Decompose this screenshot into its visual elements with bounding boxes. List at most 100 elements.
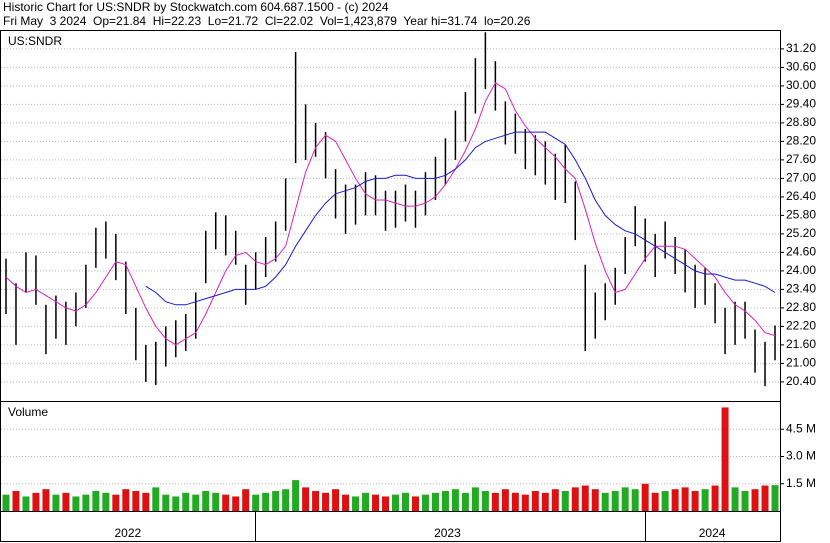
volume-bar xyxy=(451,489,459,511)
volume-bar xyxy=(92,491,100,511)
volume-bar xyxy=(611,491,619,511)
volume-bar xyxy=(661,491,669,511)
volume-bar xyxy=(142,492,150,511)
volume-bar xyxy=(192,494,200,511)
volume-bar xyxy=(262,492,270,511)
volume-bar xyxy=(601,492,609,511)
y-tick-label: 30.60 xyxy=(786,60,816,74)
y-tick-label: 28.20 xyxy=(786,134,816,148)
y-tick-label: 4.5 M xyxy=(786,421,816,435)
volume-bar xyxy=(471,487,479,511)
volume-bar xyxy=(252,494,260,511)
volume-bar xyxy=(531,491,539,511)
volume-bar xyxy=(541,492,549,511)
y-tick-label: 29.40 xyxy=(786,97,816,111)
volume-bar xyxy=(132,491,140,511)
volume-bar xyxy=(581,485,589,511)
volume-bar xyxy=(212,492,220,511)
volume-bar xyxy=(82,494,90,511)
volume-bar xyxy=(52,494,60,511)
volume-bar xyxy=(152,487,160,511)
y-tick-label: 27.60 xyxy=(786,152,816,166)
y-tick-label: 24.00 xyxy=(786,263,816,277)
chart-title: Historic Chart for US:SNDR by Stockwatch… xyxy=(3,0,389,14)
volume-bar xyxy=(711,485,719,511)
y-tick-label: 1.5 M xyxy=(786,476,816,490)
y-tick-label: 25.80 xyxy=(786,208,816,222)
volume-bar xyxy=(391,494,399,511)
volume-bar xyxy=(501,489,509,511)
volume-bar xyxy=(411,496,419,511)
volume-bar xyxy=(182,492,190,511)
volume-bar xyxy=(641,483,649,511)
volume-bar xyxy=(122,489,130,511)
y-tick-label: 28.80 xyxy=(786,115,816,129)
volume-bar xyxy=(591,489,599,511)
volume-bar xyxy=(282,489,290,511)
y-tick-label: 25.20 xyxy=(786,226,816,240)
volume-bar xyxy=(312,491,320,511)
symbol-label: US:SNDR xyxy=(8,34,62,48)
volume-bar xyxy=(491,492,499,511)
volume-bar xyxy=(421,494,429,511)
volume-bar xyxy=(302,487,310,511)
volume-bar xyxy=(222,494,230,511)
volume-bar xyxy=(32,492,40,511)
chart-subtitle: Fri May 3 2024 Op=21.84 Hi=22.23 Lo=21.7… xyxy=(3,14,531,28)
volume-bar xyxy=(511,492,519,511)
volume-bar xyxy=(382,496,390,511)
volume-bar xyxy=(431,492,439,511)
volume-bar xyxy=(751,489,759,511)
y-tick-label: 22.20 xyxy=(786,319,816,333)
x-tick-label: 2024 xyxy=(699,526,726,540)
volume-bar xyxy=(272,491,280,511)
volume-bar xyxy=(401,492,409,511)
y-tick-label: 20.40 xyxy=(786,374,816,388)
volume-bar xyxy=(352,496,360,511)
volume-label: Volume xyxy=(8,405,48,419)
volume-bar xyxy=(631,489,639,511)
volume-bar xyxy=(62,492,70,511)
y-tick-label: 3.0 M xyxy=(786,449,816,463)
moving-average xyxy=(5,82,776,346)
volume-bar xyxy=(701,489,709,511)
volume-bar xyxy=(342,494,350,511)
volume-bar xyxy=(681,487,689,511)
volume-bar xyxy=(112,494,120,511)
volume-bar xyxy=(332,489,340,511)
volume-bar xyxy=(372,494,380,511)
y-tick-label: 30.00 xyxy=(786,78,816,92)
date-panel xyxy=(0,511,781,542)
volume-bar xyxy=(22,496,30,511)
volume-bar xyxy=(322,492,330,511)
y-tick-label: 21.00 xyxy=(786,356,816,370)
volume-bar xyxy=(521,494,529,511)
volume-bar xyxy=(42,489,50,511)
volume-bar xyxy=(292,480,300,511)
y-tick-label: 26.40 xyxy=(786,189,816,203)
y-tick-label: 24.60 xyxy=(786,245,816,259)
y-tick-label: 21.60 xyxy=(786,337,816,351)
volume-bar xyxy=(441,491,449,511)
volume-bar xyxy=(731,487,739,511)
moving-average xyxy=(145,131,776,306)
volume-bar xyxy=(242,489,250,511)
volume-bar xyxy=(561,491,569,511)
volume-bar xyxy=(721,407,729,511)
volume-bar xyxy=(651,492,659,511)
volume-bar xyxy=(202,491,210,511)
volume-bar xyxy=(172,496,180,511)
y-tick-label: 27.00 xyxy=(786,171,816,185)
y-tick-label: 23.40 xyxy=(786,282,816,296)
volume-bar xyxy=(741,491,749,511)
volume-bar xyxy=(761,485,769,511)
volume-bar xyxy=(2,494,10,511)
volume-bar xyxy=(461,492,469,511)
volume-bar xyxy=(571,487,579,511)
x-tick-label: 2022 xyxy=(114,526,141,540)
x-tick-label: 2023 xyxy=(434,526,461,540)
volume-bar xyxy=(771,485,779,511)
volume-bar xyxy=(691,491,699,511)
volume-bar xyxy=(362,492,370,511)
